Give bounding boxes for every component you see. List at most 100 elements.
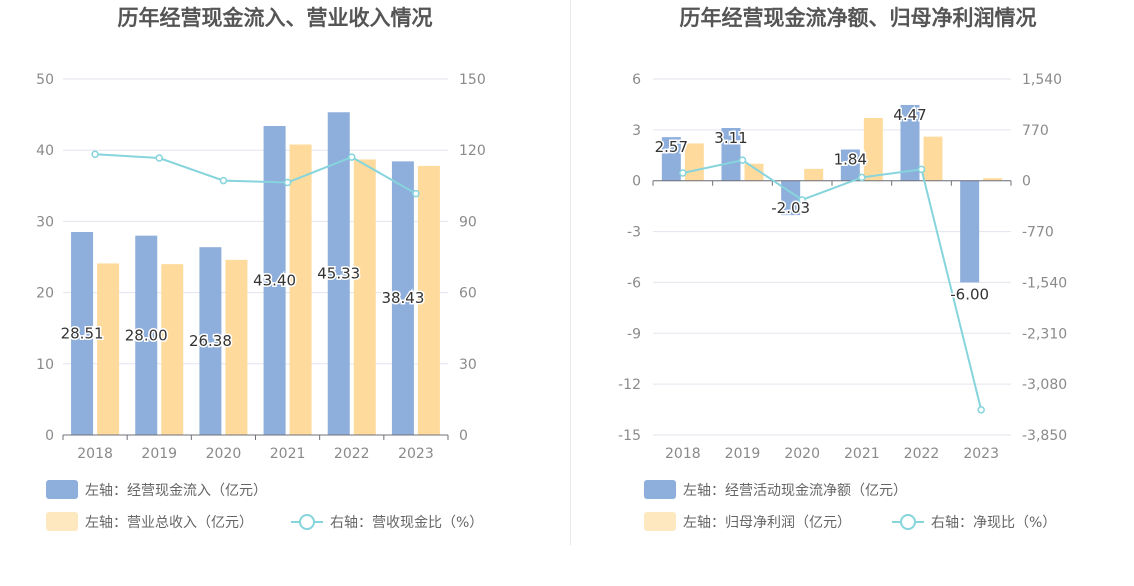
left-axis-tick-label: 30 — [36, 214, 54, 230]
bar-primary — [900, 104, 920, 181]
bar-data-label: 45.33 — [317, 265, 360, 283]
bar-secondary — [353, 159, 376, 435]
legend-label: 左轴：经营活动现金流净额（亿元） — [683, 483, 907, 499]
left-axis-tick-label: 0 — [632, 174, 641, 190]
left-axis-tick-label: 50 — [36, 72, 54, 88]
legend-swatch-marker — [900, 514, 916, 530]
right-axis-tick-label: -770 — [1022, 225, 1054, 241]
x-axis-label: 2021 — [270, 446, 306, 462]
right-axis-tick-label: 0 — [459, 428, 468, 444]
line-point — [155, 154, 163, 162]
right-axis-tick-label: -1,540 — [1022, 275, 1067, 291]
right-axis-tick-label: 30 — [459, 357, 477, 373]
right-axis-tick-label: 60 — [459, 286, 477, 302]
line-series — [682, 159, 983, 411]
bar-primary — [391, 161, 414, 435]
bar-data-label: 3.11 — [714, 129, 747, 147]
left-axis-tick-label: -3 — [627, 225, 641, 241]
line-point — [679, 169, 687, 177]
bar-primary — [840, 149, 860, 181]
x-axis-label: 2022 — [904, 446, 940, 462]
x-axis-label: 2020 — [206, 446, 242, 462]
x-axis-label: 2023 — [963, 446, 999, 462]
legend-label: 左轴：经营现金流入（亿元） — [85, 483, 267, 499]
right-axis-tick-label: 0 — [1022, 174, 1031, 190]
left-axis-tick-label: -12 — [618, 377, 641, 393]
bar-data-label: -2.03 — [771, 199, 810, 217]
bar-primary — [960, 180, 980, 283]
bar-secondary — [744, 163, 764, 181]
x-axis-label: 2018 — [665, 446, 701, 462]
x-axis-label: 2019 — [725, 446, 761, 462]
chart-title: 历年经营现金流入、营业收入情况 — [118, 6, 433, 30]
legend-swatch-marker — [299, 514, 315, 530]
legend-label: 右轴：净现比（%） — [931, 515, 1056, 531]
line-series — [95, 153, 417, 195]
panel-divider — [570, 0, 571, 545]
legend-label: 左轴：营业总收入（亿元） — [85, 515, 253, 531]
left-axis-tick-label: 10 — [36, 357, 54, 373]
legend-swatch — [46, 480, 78, 499]
bar-data-label: 43.40 — [253, 271, 296, 289]
legend-swatch — [46, 512, 78, 531]
line-point — [91, 150, 99, 158]
right-axis-tick-label: 150 — [459, 72, 486, 88]
bar-data-label: 38.43 — [381, 289, 424, 307]
bar-secondary — [923, 136, 943, 181]
line-point — [977, 406, 985, 414]
right-axis-tick-label: -3,850 — [1022, 428, 1067, 444]
legend-swatch — [644, 512, 676, 531]
x-axis-label: 2021 — [844, 446, 880, 462]
line-point — [348, 153, 356, 161]
right-axis-tick-label: 120 — [459, 143, 486, 159]
legend-label: 左轴：归母净利润（亿元） — [683, 514, 851, 531]
chart-panel-right: 历年经营现金流净额、归母净利润情况 -15 -3,850 -12 -3,080 -9 -2,… — [571, 0, 1134, 582]
bar-data-label: 28.00 — [125, 326, 168, 344]
bar-primary — [661, 137, 681, 181]
right-axis-tick-label: 1,540 — [1022, 72, 1062, 88]
bar-data-label: 2.57 — [655, 138, 688, 156]
bar-secondary — [161, 264, 184, 435]
bar-primary — [199, 247, 222, 435]
left-axis-tick-label: 0 — [45, 428, 54, 444]
right-axis-tick-label: -2,310 — [1022, 326, 1067, 342]
bar-secondary — [417, 165, 440, 435]
left-axis-tick-label: 3 — [632, 123, 641, 139]
left-axis-tick-label: -15 — [618, 428, 641, 444]
bar-secondary — [983, 178, 1003, 181]
x-axis-label: 2019 — [141, 446, 177, 462]
bar-data-label: 28.51 — [61, 325, 104, 343]
bar-primary — [135, 235, 158, 435]
line-point — [412, 189, 420, 198]
bar-secondary — [97, 263, 120, 435]
legend-label: 右轴：营收现金比（%） — [330, 515, 483, 531]
x-axis-label: 2020 — [784, 446, 820, 462]
line-point — [917, 165, 926, 174]
bar-data-label: 4.47 — [893, 106, 926, 124]
legend-swatch — [644, 480, 676, 499]
left-axis-tick-label: 40 — [36, 143, 54, 159]
bar-data-label: -6.00 — [950, 285, 989, 303]
line-point — [798, 196, 806, 204]
bar-data-label: 26.38 — [189, 332, 232, 350]
bar-data-label: 1.84 — [834, 151, 867, 169]
bar-secondary — [225, 259, 248, 435]
right-axis-tick-label: -3,080 — [1022, 377, 1067, 393]
left-axis-tick-label: 20 — [36, 286, 54, 302]
x-axis-label: 2018 — [77, 446, 113, 462]
chart-title: 历年经营现金流净额、归母净利润情况 — [680, 6, 1037, 30]
line-point — [219, 176, 228, 185]
x-axis-label: 2022 — [334, 446, 370, 462]
right-axis-tick-label: 90 — [459, 214, 477, 230]
left-axis-tick-label: 6 — [632, 72, 641, 88]
bar-primary — [721, 127, 741, 181]
right-axis-tick-label: 770 — [1022, 123, 1049, 139]
left-axis-tick-label: -9 — [627, 326, 641, 342]
line-point — [858, 173, 866, 182]
bar-secondary — [804, 168, 824, 181]
bar-secondary — [863, 117, 883, 181]
left-axis-tick-label: -6 — [627, 275, 641, 291]
bar-primary — [71, 232, 94, 435]
chart-panel-left: 历年经营现金流入、营业收入情况 0 0 10 30 20 60 30 90 40 120 50 150 2… — [0, 0, 570, 582]
bar-secondary — [289, 144, 312, 435]
